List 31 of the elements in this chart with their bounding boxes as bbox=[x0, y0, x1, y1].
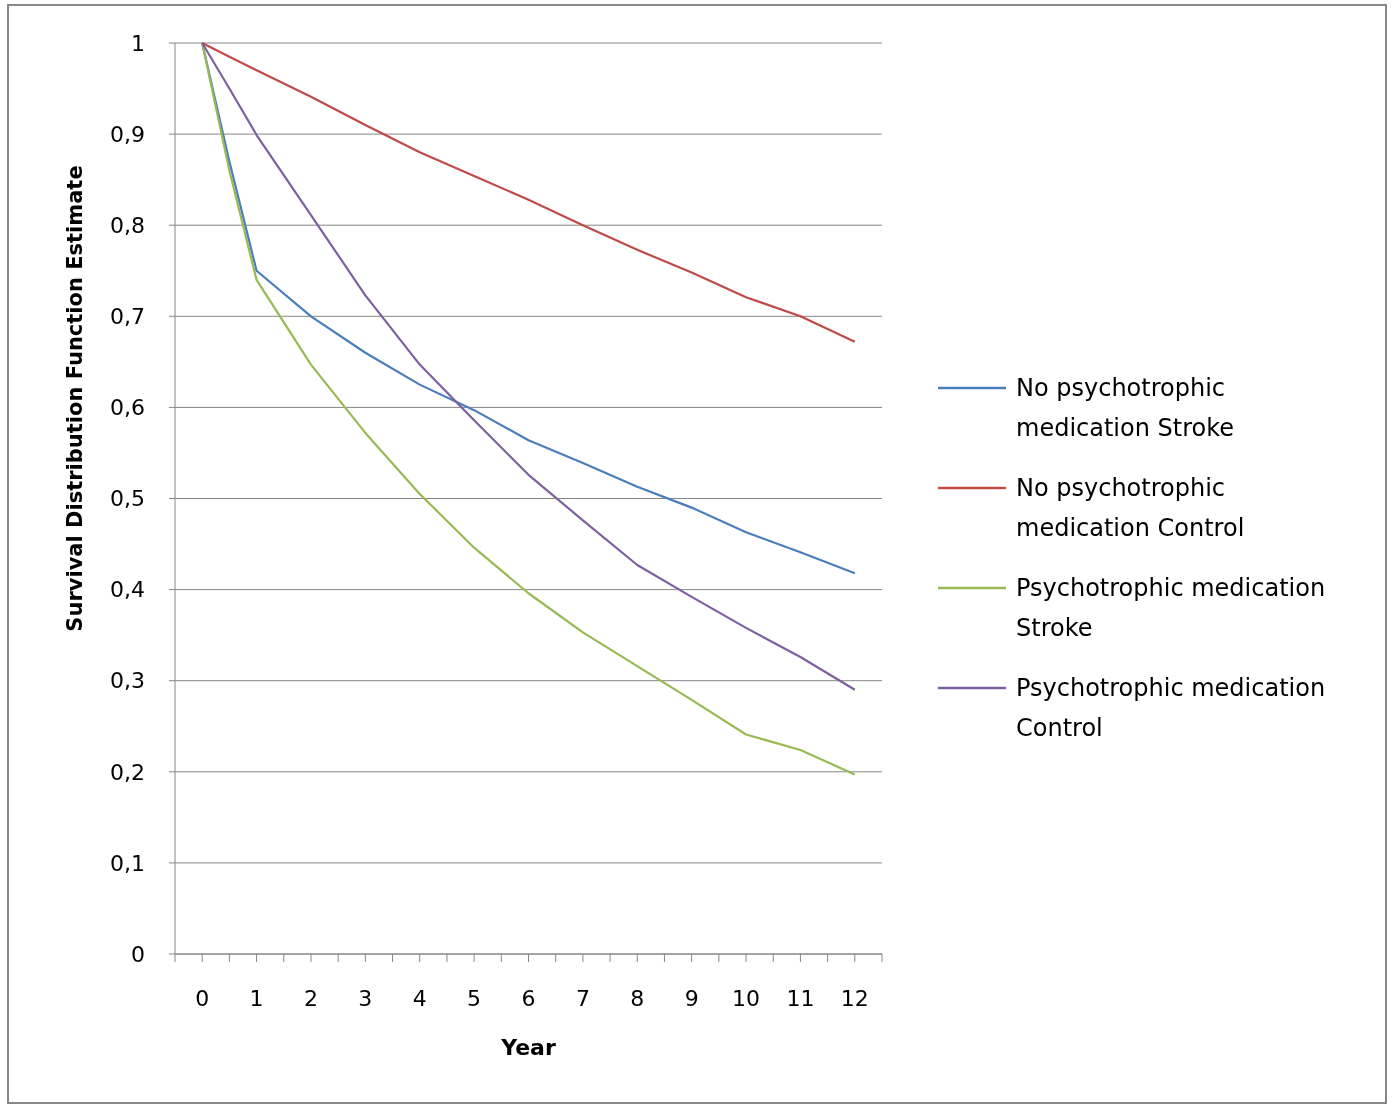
y-tick-label: 0,7 bbox=[110, 304, 145, 329]
y-tick-label: 0,5 bbox=[110, 486, 145, 512]
y-tick-label: 1 bbox=[131, 30, 145, 56]
y-tick-label: 0,6 bbox=[110, 395, 145, 421]
x-tick-label: 7 bbox=[575, 986, 590, 1011]
legend-label: Psychotrophic medication Control bbox=[1016, 674, 1326, 742]
line-series bbox=[201, 41, 856, 343]
x-tick-label: 2 bbox=[303, 986, 318, 1011]
y-tick-label: 0,2 bbox=[110, 759, 145, 785]
y-tick-label: 0,3 bbox=[110, 668, 145, 694]
x-tick-label: 3 bbox=[358, 986, 373, 1011]
legend-label: Psychotrophic medication Stroke bbox=[1016, 574, 1326, 642]
y-tick-label: 0,1 bbox=[110, 850, 145, 876]
y-tick-label: 0,4 bbox=[110, 577, 145, 603]
y-tick-label: 0,9 bbox=[110, 121, 145, 147]
x-tick-label: 12 bbox=[840, 986, 869, 1011]
x-axis-title: Year bbox=[500, 1035, 556, 1060]
y-tick-label: 0 bbox=[131, 941, 145, 967]
x-tick-label: 0 bbox=[195, 986, 210, 1011]
x-tick-label: 9 bbox=[684, 986, 699, 1011]
y-tick-label: 0,8 bbox=[110, 212, 145, 238]
x-tick-label: 8 bbox=[630, 986, 645, 1011]
x-tick-label: 10 bbox=[732, 986, 761, 1011]
x-tick-label: 4 bbox=[412, 986, 427, 1011]
x-tick-label: 5 bbox=[467, 986, 482, 1011]
x-tick-label: 1 bbox=[249, 986, 264, 1011]
x-tick-label: 6 bbox=[521, 986, 536, 1011]
legend-label: No psychotrophic medication Stroke bbox=[1016, 374, 1235, 442]
x-tick-label: 11 bbox=[786, 986, 815, 1011]
legend-label: No psychotrophic medication Control bbox=[1016, 474, 1245, 542]
y-axis-title: Survival Distribution Function Estimate bbox=[63, 165, 87, 632]
